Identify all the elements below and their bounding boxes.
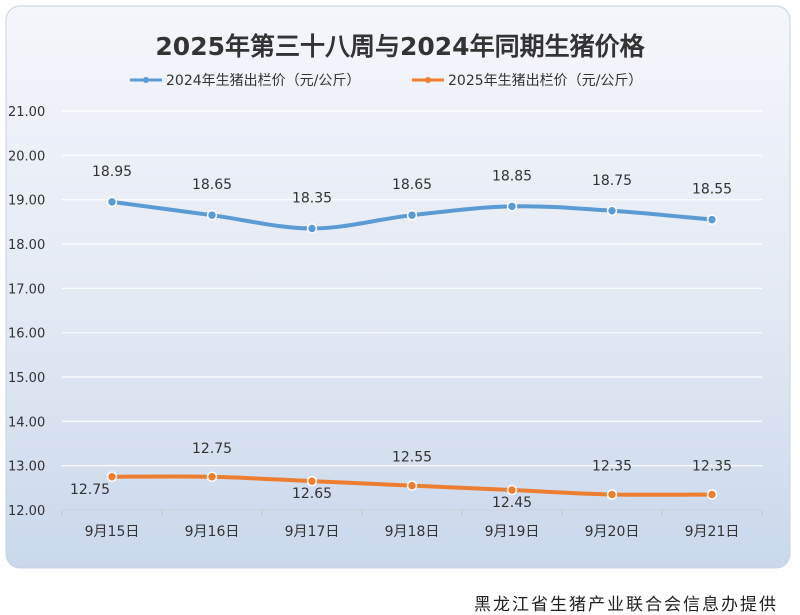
data-label: 12.75 [192,441,232,457]
data-label: 18.75 [592,173,632,189]
data-point [206,209,218,221]
x-tick-label: 9月16日 [185,524,240,540]
data-point [206,471,218,482]
data-label: 12.75 [70,482,110,498]
data-point [606,205,618,216]
legend-dot-2024 [143,77,149,83]
data-point [306,475,318,487]
y-tick-label: 17.00 [8,282,45,297]
data-point [706,214,718,225]
x-tick-label: 9月18日 [385,524,440,540]
y-tick-label: 21.00 [8,105,45,120]
x-tick-label: 9月19日 [485,524,540,540]
data-point [606,489,618,500]
chart-title: 2025年第三十八周与2024年同期生猪价格 [155,32,645,61]
y-tick-label: 15.00 [8,371,45,386]
y-tick-label: 13.00 [8,460,45,475]
y-tick-label: 19.00 [8,194,45,209]
y-tick-label: 16.00 [8,327,45,342]
data-point [306,223,318,234]
data-point [506,201,518,212]
chart-background [5,5,791,569]
data-point [106,471,118,482]
y-tick-label: 14.00 [8,415,45,430]
data-point [106,196,118,208]
y-axis: 12.00 13.00 14.00 15.00 16.00 17.00 18.00 19.00… [8,105,45,519]
y-tick-label: 20.00 [8,149,45,164]
legend-label-2024: 2024年生猪出栏价（元/公斤） [166,73,360,89]
data-point [406,480,418,491]
data-label: 18.65 [392,177,432,193]
data-label: 18.95 [92,164,132,180]
legend: 2024年生猪出栏价（元/公斤） 2025年生猪出栏价（元/公斤） [130,73,642,89]
x-tick-label: 9月15日 [85,524,140,540]
series-2025: 12.75 12.75 12.65 12.55 12.45 12.35 12.35 [70,441,732,511]
x-tick-label: 9月21日 [685,524,740,540]
y-tick-label: 12.00 [8,504,45,519]
data-label: 18.85 [492,168,532,184]
x-axis: 9月15日 9月16日 9月17日 9月18日 9月19日 9月20日 9月21日 [61,509,763,540]
data-label: 12.35 [592,458,632,474]
data-label: 12.55 [392,450,432,466]
x-tick-label: 9月20日 [585,524,640,540]
data-label: 18.35 [292,190,332,206]
data-point [706,489,718,500]
series: 18.95 18.65 18.35 18.65 18.85 18.75 18.55 12.75… [70,164,732,511]
series-2024: 18.95 18.65 18.35 18.65 18.85 18.75 18.55 [92,164,732,234]
data-point [406,209,418,221]
footer-credit: 黑龙江省生猪产业联合会信息办提供 [474,595,778,615]
legend-label-2025: 2025年生猪出栏价（元/公斤） [448,73,642,89]
data-point [506,484,518,496]
data-label: 18.55 [692,182,732,198]
data-label: 12.65 [292,486,332,502]
data-label: 18.65 [192,177,232,193]
y-tick-label: 18.00 [8,238,45,253]
data-label: 12.35 [692,458,732,474]
x-tick-label: 9月17日 [285,524,340,540]
data-label: 12.45 [492,495,532,511]
legend-dot-2025 [425,77,431,83]
